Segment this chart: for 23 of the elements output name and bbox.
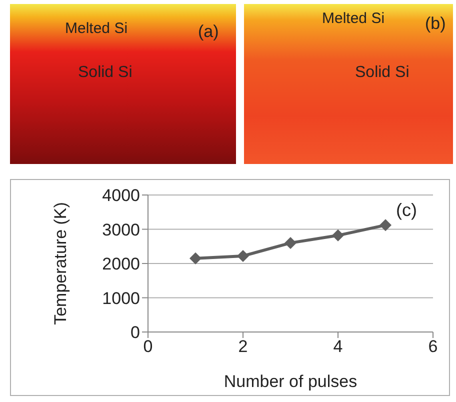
x-axis-title: Number of pulses bbox=[224, 372, 358, 391]
point bbox=[284, 236, 296, 249]
y-tick-label: 2000 bbox=[102, 254, 140, 274]
y-tick-label: 1000 bbox=[102, 288, 140, 308]
text: (a) bbox=[198, 22, 219, 42]
annotation: (c) bbox=[396, 200, 417, 221]
text: Solid Si bbox=[355, 64, 410, 82]
text: (b) bbox=[425, 14, 446, 34]
y-tick-label: 4000 bbox=[102, 186, 140, 206]
x-tick-label: 2 bbox=[238, 337, 248, 356]
y-tick-label: 3000 bbox=[102, 220, 140, 240]
text: Melted Si bbox=[65, 20, 128, 37]
x-tick-label: 6 bbox=[428, 337, 438, 356]
text: Melted Si bbox=[322, 10, 385, 27]
x-tick-label: 0 bbox=[143, 337, 153, 356]
point bbox=[190, 252, 202, 264]
y-tick-label: 0 bbox=[130, 323, 140, 342]
y-axis-title: Temperature (K) bbox=[51, 202, 70, 325]
point bbox=[380, 219, 392, 232]
point bbox=[332, 229, 344, 242]
point bbox=[237, 250, 249, 262]
text: Solid Si bbox=[78, 64, 132, 82]
x-tick-label: 4 bbox=[333, 337, 343, 356]
